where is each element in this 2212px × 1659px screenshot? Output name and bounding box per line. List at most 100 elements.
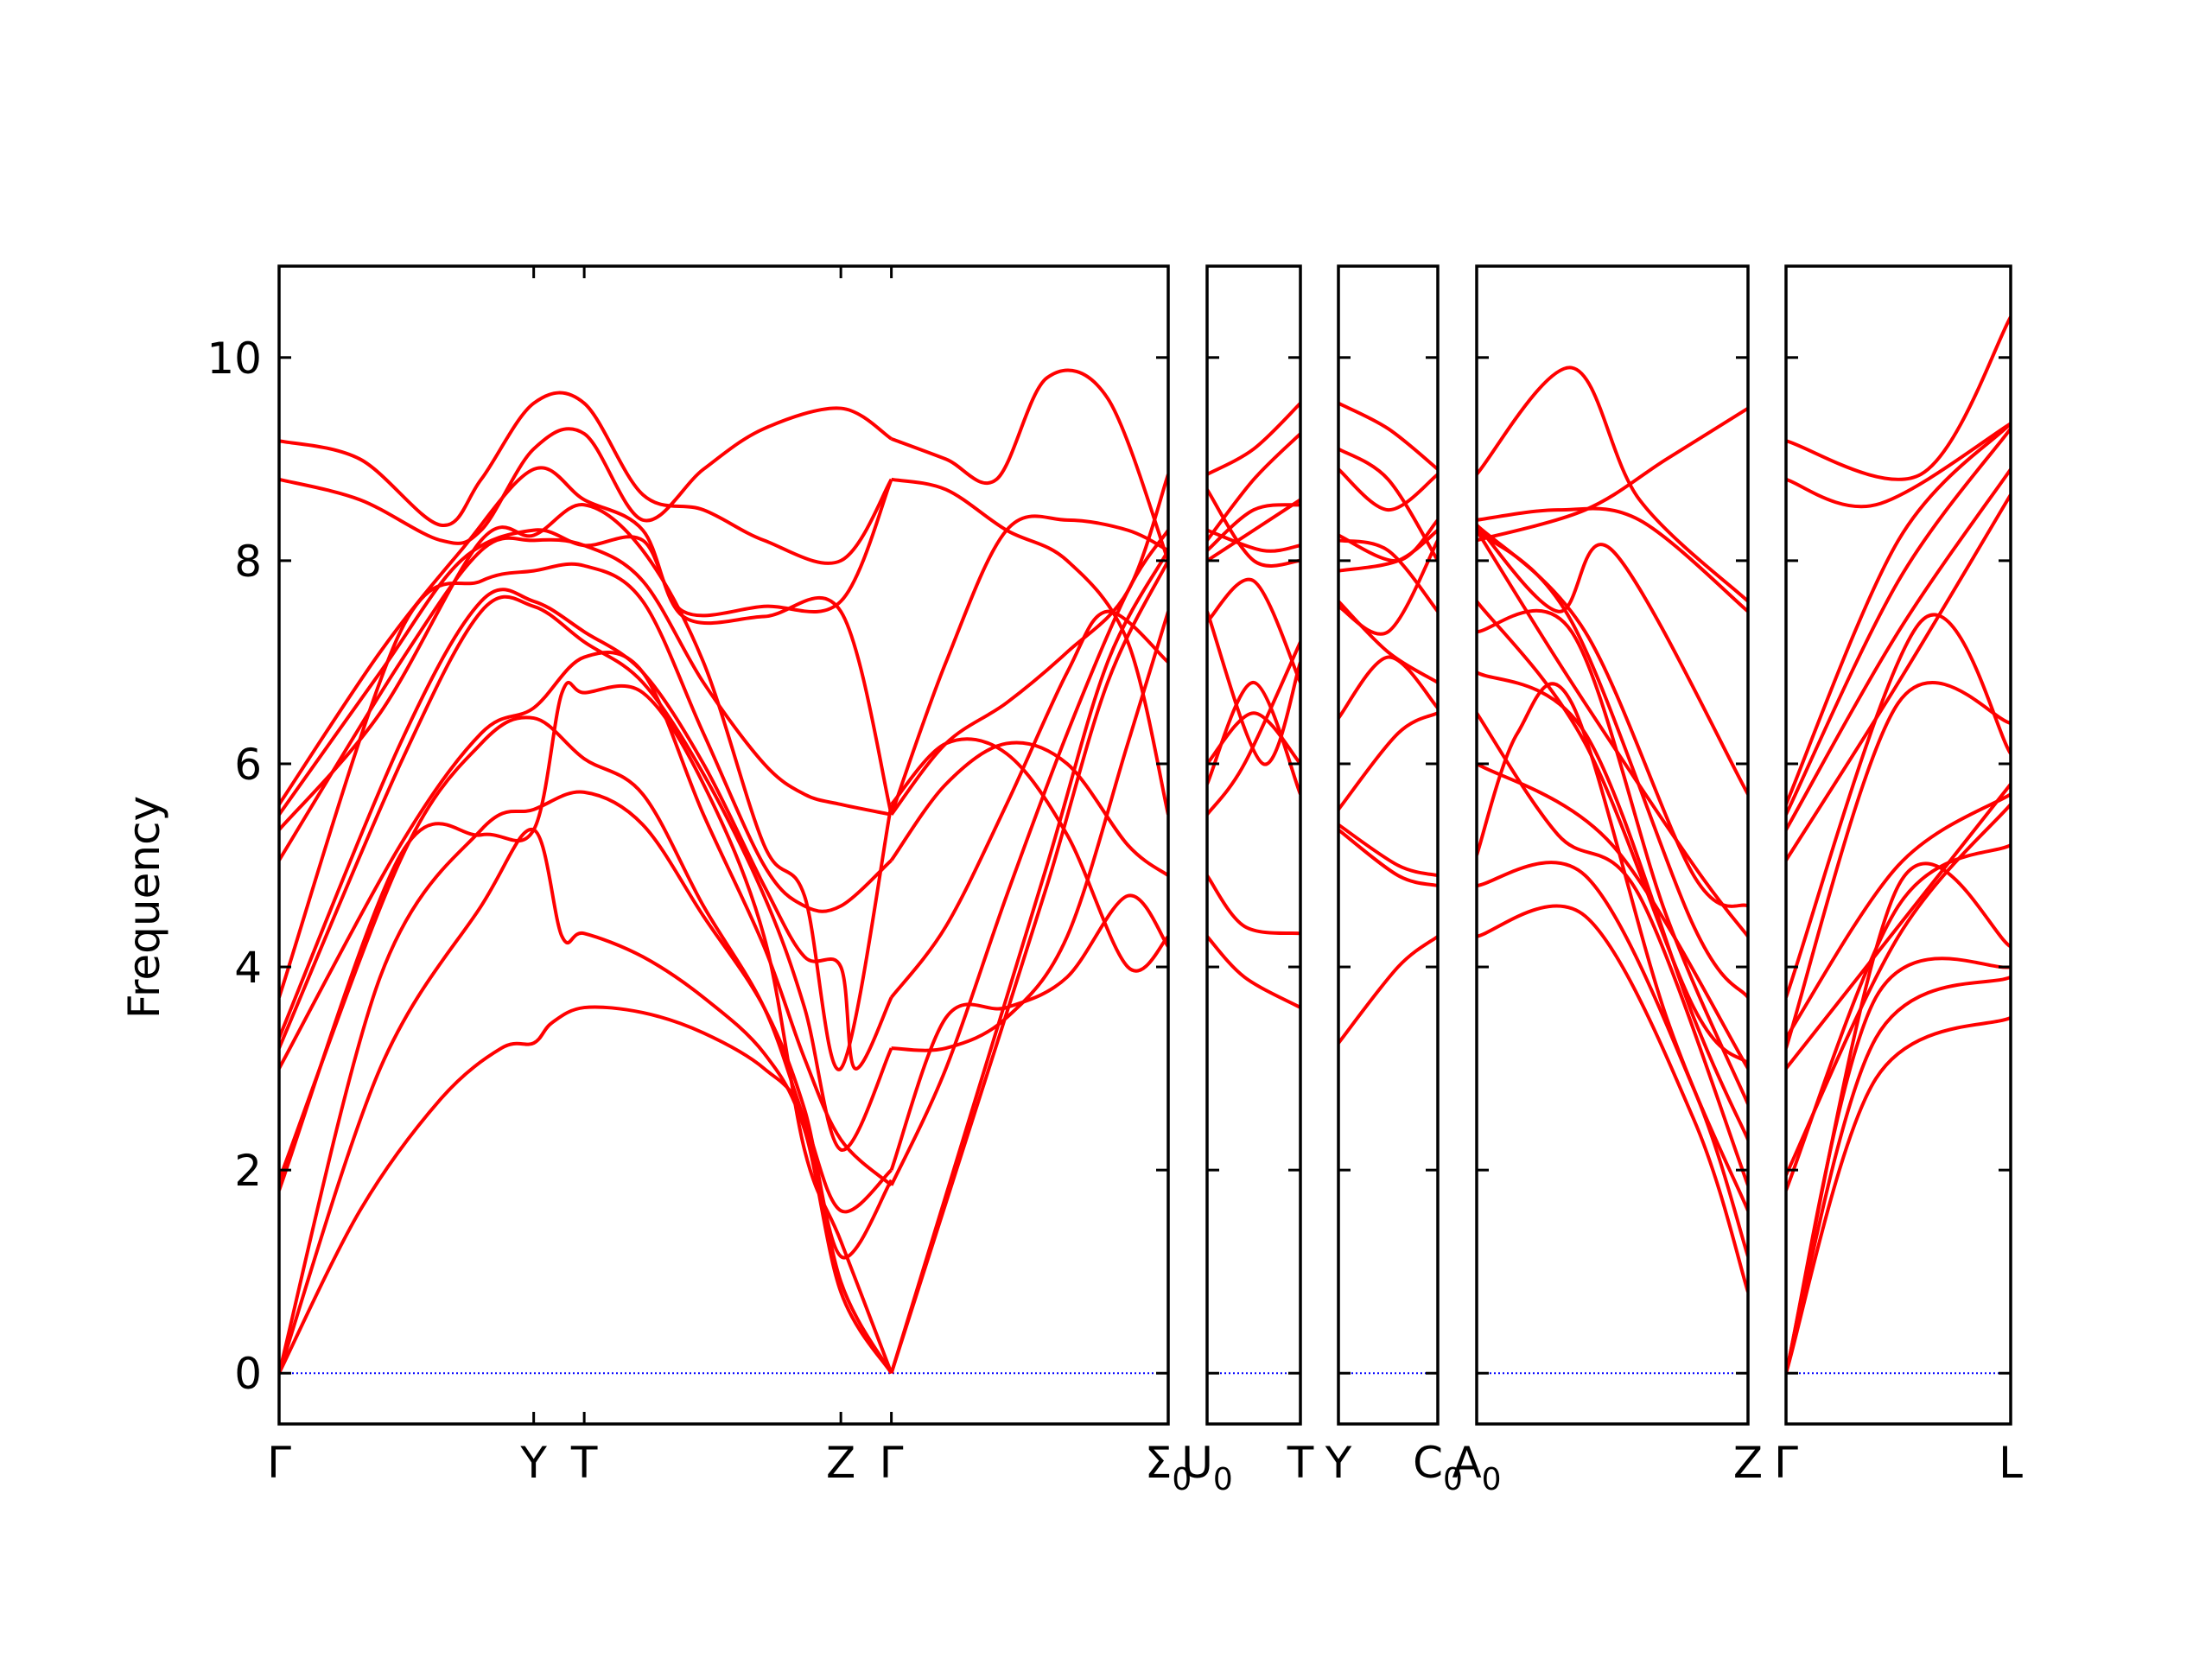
- x-tick-label: Y: [519, 1438, 547, 1488]
- band-line: [279, 479, 893, 816]
- band-line: [279, 536, 893, 861]
- band-line: [279, 391, 893, 565]
- band-line: [890, 737, 1168, 973]
- band-line: [1207, 874, 1300, 936]
- band-line: [889, 529, 1168, 1186]
- band-line: [1786, 422, 2011, 509]
- band-line: [1207, 935, 1300, 1009]
- band-line: [1786, 427, 2011, 816]
- band-group: [1207, 402, 1300, 1009]
- band-line: [1786, 861, 2011, 1374]
- band-line: [891, 477, 1168, 816]
- band-group: [1338, 401, 1438, 1045]
- band-line: [279, 1005, 893, 1375]
- y-tick-label: 2: [234, 1146, 262, 1196]
- band-line: [1477, 406, 1748, 543]
- band-line: [1477, 671, 1748, 1141]
- panel-2: U0 T: [1181, 264, 1314, 1497]
- band-line: [889, 514, 1168, 816]
- band-line: [279, 466, 893, 816]
- band-line: [1338, 935, 1438, 1045]
- band-line: [1207, 503, 1300, 552]
- band-line: [279, 406, 893, 545]
- band-line: [1477, 861, 1748, 1257]
- band-line: [1338, 467, 1438, 512]
- panel-3: Y C0: [1325, 264, 1463, 1497]
- band-line: [890, 368, 1168, 562]
- band-line: [1338, 518, 1438, 563]
- y-tick-label: 4: [234, 943, 262, 993]
- band-line: [889, 741, 1168, 877]
- band-line: [1338, 447, 1438, 562]
- x-tick-label: Γ: [267, 1438, 291, 1488]
- panel-frame: [1337, 264, 1440, 1426]
- band-line: [1207, 577, 1300, 683]
- band-line: [279, 594, 893, 1152]
- band-line: [1207, 711, 1300, 766]
- band-line: [1477, 600, 1748, 1065]
- band-line: [1338, 655, 1438, 720]
- x-tick-label: Γ: [1774, 1438, 1798, 1488]
- band-line: [1207, 641, 1300, 816]
- panel-4: A0 Z: [1452, 264, 1763, 1497]
- band-line: [1477, 608, 1748, 1105]
- band-line: [279, 827, 893, 1375]
- band-line: [1786, 493, 2011, 861]
- band-line: [279, 503, 893, 1071]
- x-tick-label: T: [1287, 1438, 1314, 1488]
- x-tick-label: Σ0: [1145, 1438, 1192, 1497]
- band-line: [279, 790, 893, 1374]
- band-line: [1338, 539, 1438, 636]
- panel-frame: [1784, 264, 2012, 1426]
- x-tick-label: Z: [1733, 1438, 1763, 1488]
- band-line: [1477, 524, 1748, 796]
- y-axis: 0 2 4 6 8 10: [207, 334, 262, 1399]
- x-tick-label: Γ: [880, 1438, 904, 1488]
- panel-frame: [277, 264, 1170, 1426]
- band-line: [1477, 762, 1748, 1070]
- y-tick-label: 10: [207, 334, 262, 384]
- band-line: [1207, 432, 1300, 542]
- band-line: [279, 680, 893, 1374]
- band-line: [279, 715, 893, 1214]
- band-line: [1477, 506, 1748, 613]
- band-line: [279, 588, 893, 1071]
- band-line: [890, 474, 1168, 816]
- band-group: [1477, 365, 1748, 1293]
- band-line: [889, 559, 1168, 1374]
- band-group: [279, 368, 1168, 1375]
- band-line: [1786, 843, 2011, 1192]
- band-line: [1477, 524, 1748, 908]
- band-line: [1786, 467, 2011, 831]
- x-tick-label: Y: [1325, 1438, 1352, 1488]
- x-tick-label: U0: [1181, 1438, 1233, 1497]
- band-line: [1338, 823, 1438, 878]
- band-line: [1786, 975, 2011, 1374]
- x-tick-label: C0: [1413, 1438, 1463, 1497]
- x-tick-label: Z: [826, 1438, 855, 1488]
- band-line: [891, 611, 1168, 1052]
- x-tick-label: A0: [1452, 1438, 1501, 1497]
- band-line: [1207, 680, 1300, 795]
- band-line: [1338, 600, 1438, 684]
- band-line: [1207, 488, 1300, 568]
- band-line: [1477, 904, 1748, 1293]
- band-line: [1338, 828, 1438, 887]
- band-line: [1338, 711, 1438, 811]
- band-line: [1207, 528, 1300, 553]
- band-line: [1786, 422, 2011, 805]
- band-line: [1338, 401, 1438, 471]
- band-group: [1786, 315, 2011, 1374]
- band-line: [279, 562, 893, 998]
- band-line: [1786, 803, 2011, 1176]
- band-line: [1786, 315, 2011, 481]
- band-line: [1477, 365, 1748, 603]
- x-tick-label: T: [570, 1438, 598, 1488]
- band-line: [1786, 613, 2011, 998]
- x-tick-label: L: [1999, 1438, 2023, 1488]
- band-line: [1477, 529, 1748, 999]
- band-line: [1207, 610, 1300, 766]
